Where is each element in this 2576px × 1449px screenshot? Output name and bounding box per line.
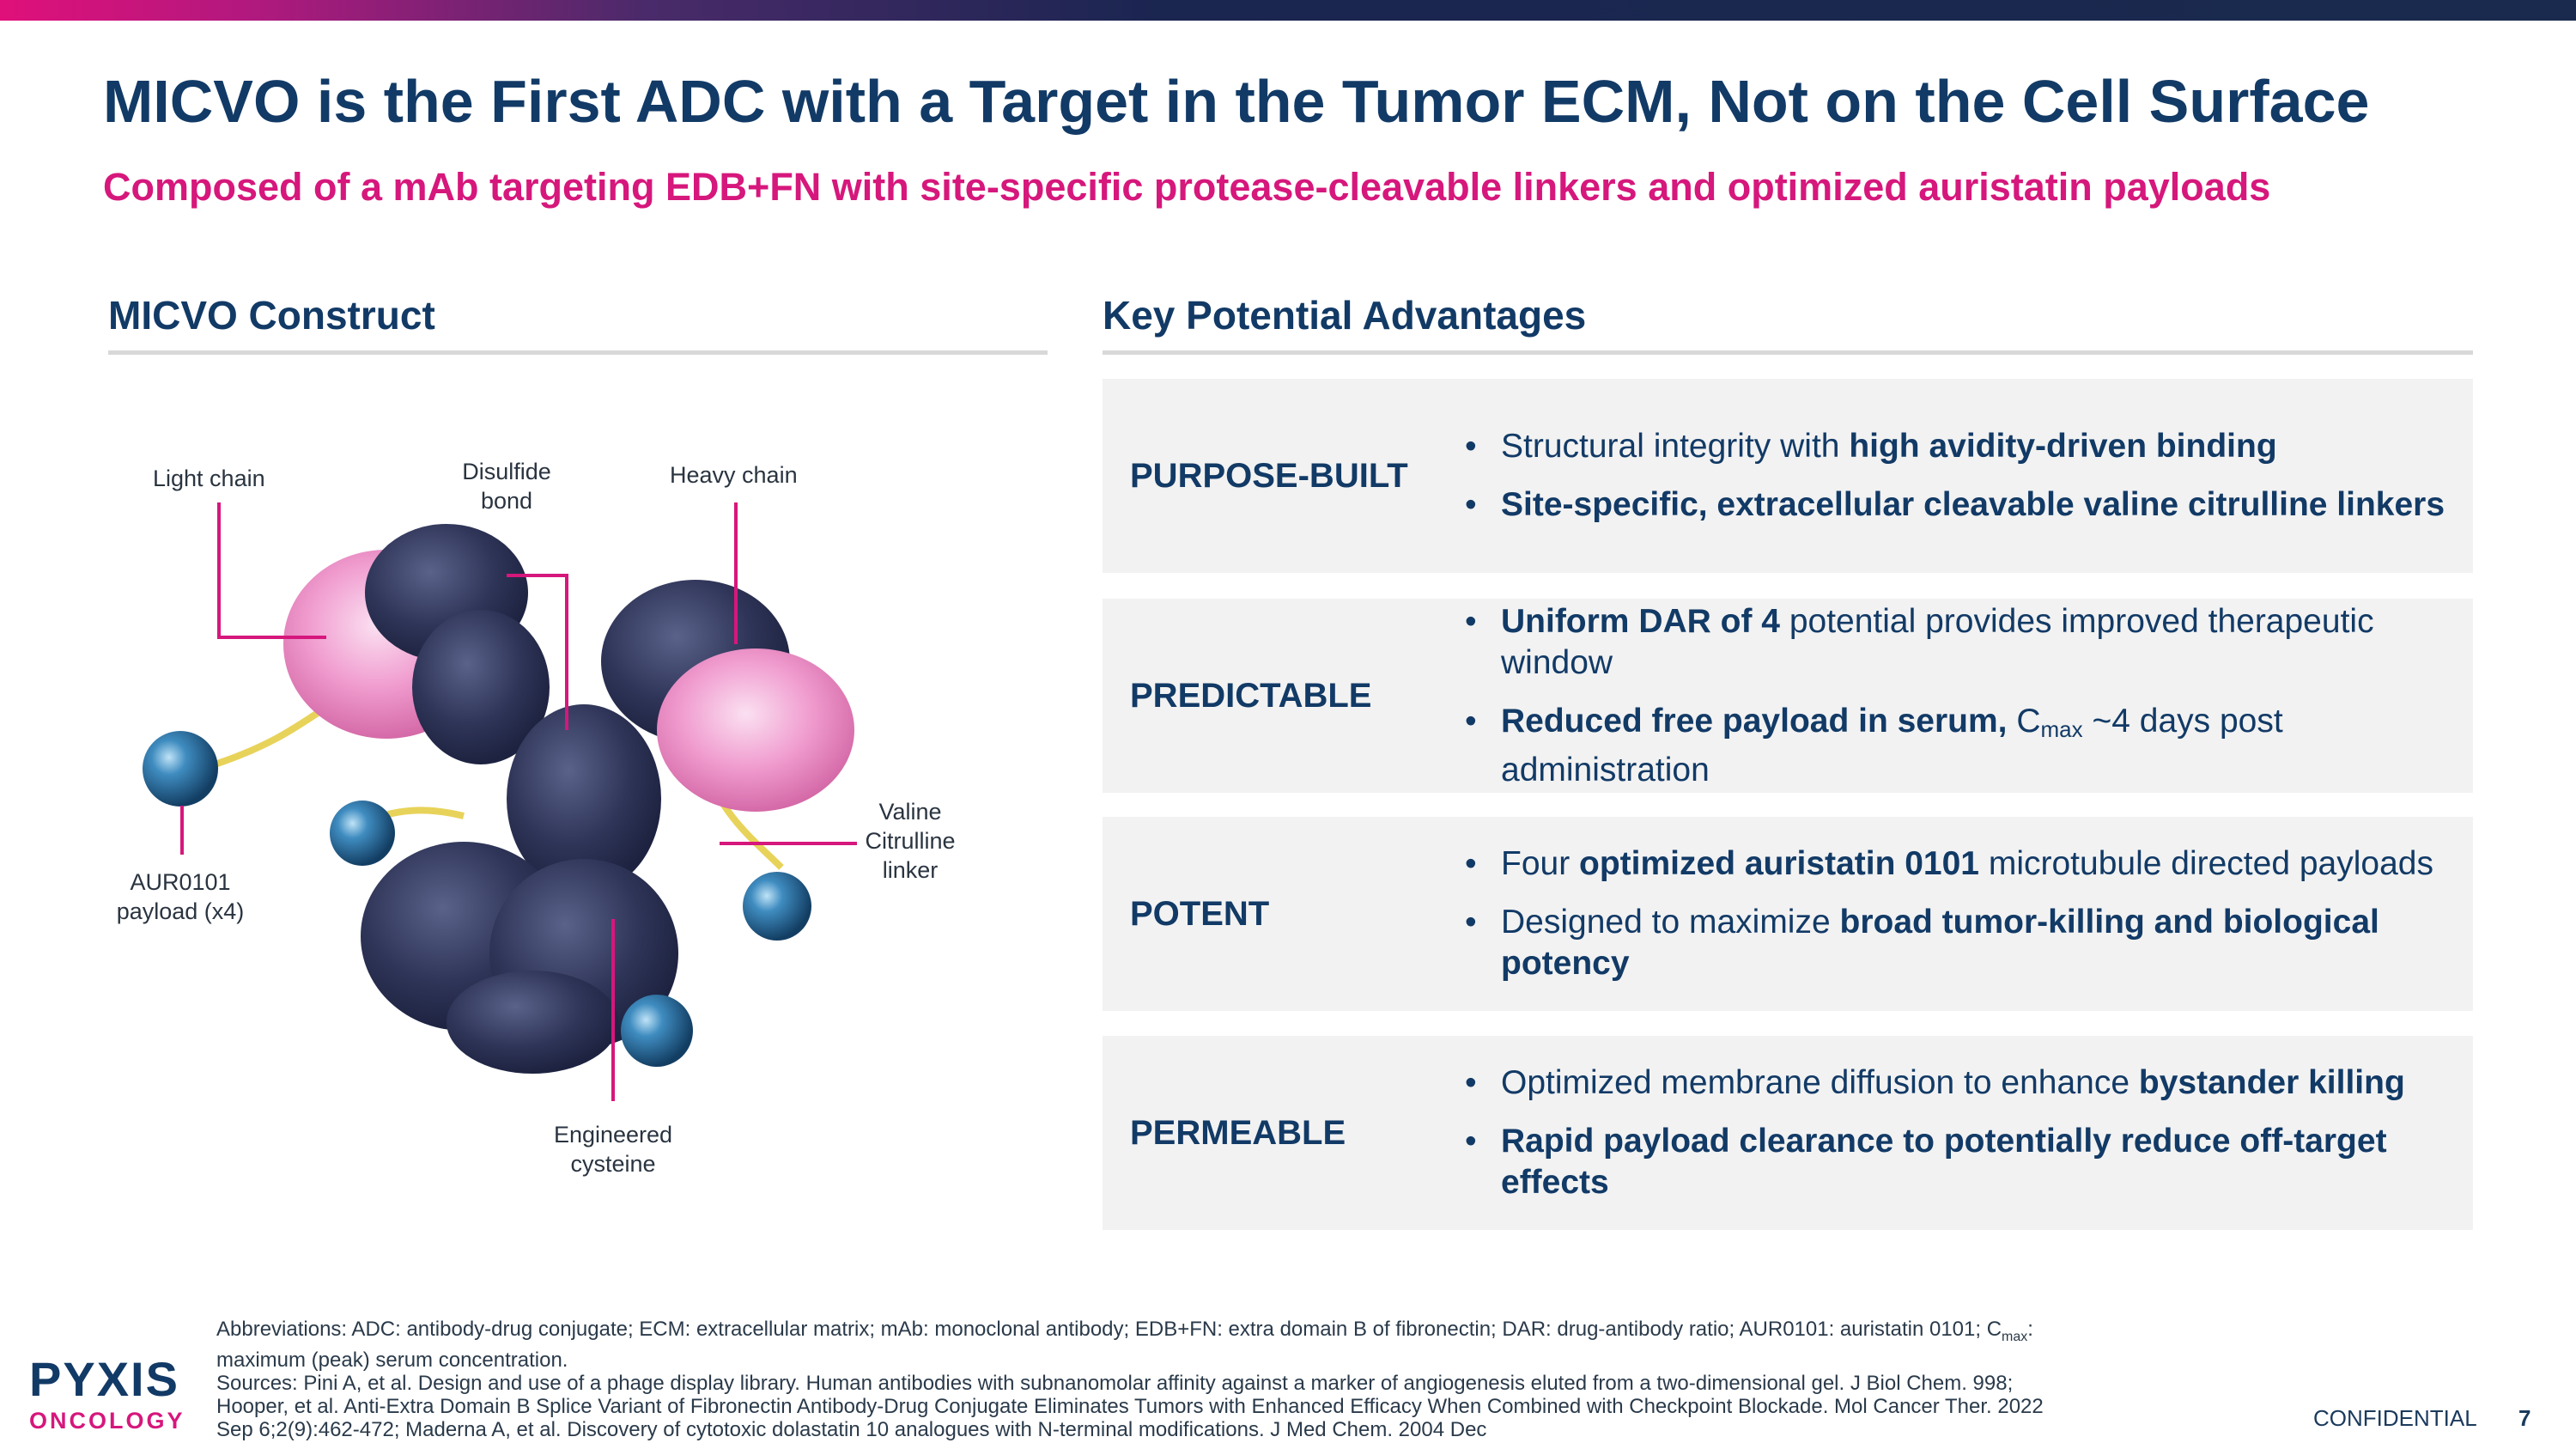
confidential-label: CONFIDENTIAL [2313,1405,2477,1431]
label-light-chain: Light chain [153,466,265,491]
construct-heading: MICVO Construct [108,293,435,338]
advantage-bullets: Four optimized auristatin 0101 microtubu… [1461,817,2456,1011]
logo-wordmark: PYXIS [29,1352,179,1406]
advantage-label: POTENT [1130,894,1270,933]
sources: Sources: Pini A, et al. Design and use o… [216,1371,2044,1441]
advantage-label: PERMEABLE [1130,1113,1346,1152]
label-disulfide-line1: Disulfide [462,459,551,484]
advantage-row-predictable: PREDICTABLE Uniform DAR of 4 potential p… [1103,599,2473,793]
abbreviations: Abbreviations: ADC: antibody-drug conjug… [216,1318,2033,1372]
antibody-illustration [143,502,857,1101]
label-valine-line3: linker [882,857,939,883]
label-valine-line1: Valine [878,799,942,825]
advantage-bullets: Optimized membrane diffusion to enhance … [1461,1036,2456,1230]
payload-ball-3 [743,872,811,941]
advantage-bullet: Designed to maximize broad tumor-killing… [1461,902,2456,984]
advantage-bullet: Reduced free payload in serum, Cmax ~4 d… [1461,701,2456,791]
advantage-bullet: Structural integrity with high avidity-d… [1461,426,2456,467]
payload-ball-1 [143,731,218,807]
advantage-row-permeable: PERMEABLE Optimized membrane diffusion t… [1103,1036,2473,1230]
advantage-row-potent: POTENT Four optimized auristatin 0101 mi… [1103,817,2473,1011]
advantages-heading: Key Potential Advantages [1103,293,1587,338]
label-cysteine-line2: cysteine [570,1151,656,1177]
label-cysteine-line1: Engineered [553,1122,673,1148]
advantage-bullet: Optimized membrane diffusion to enhance … [1461,1062,2456,1104]
logo-subtext: ONCOLOGY [29,1408,185,1434]
advantage-bullets: Structural integrity with high avidity-d… [1461,379,2456,573]
linker-left [213,709,320,768]
top-gradient-bar [0,0,2576,21]
advantage-bullet: Four optimized auristatin 0101 microtubu… [1461,843,2456,885]
label-payload-line1: AUR0101 [130,869,231,895]
advantage-bullet: Site-specific, extracellular cleavable v… [1461,484,2456,526]
advantage-bullets: Uniform DAR of 4 potential provides impr… [1461,599,2456,793]
advantage-label: PURPOSE-BUILT [1130,456,1408,495]
label-disulfide-line2: bond [480,488,533,514]
label-aur0101-payload: AUR0101 payload (x4) [103,868,258,926]
label-payload-line2: payload (x4) [116,898,245,924]
footnotes: Abbreviations: ADC: antibody-drug conjug… [216,1318,2063,1441]
page-number: 7 [2518,1405,2531,1431]
label-disulfide-bond: Disulfide bond [438,457,575,515]
payload-ball-4 [621,995,693,1067]
pyxis-oncology-logo: PYXIS ONCOLOGY [29,1355,184,1434]
light-chain-right [657,648,854,812]
fc-lower [447,971,618,1074]
micvo-construct-diagram: Light chain Disulfide bond Heavy chain V… [103,404,1048,1211]
advantages-divider [1103,350,2473,355]
advantage-row-purpose-built: PURPOSE-BUILT Structural integrity with … [1103,379,2473,573]
advantage-label: PREDICTABLE [1130,676,1372,715]
label-heavy-chain: Heavy chain [670,462,798,488]
callout-disulfide [507,574,568,730]
advantage-bullet: Uniform DAR of 4 potential provides impr… [1461,601,2456,684]
label-engineered-cysteine: Engineered cysteine [536,1120,690,1178]
slide-subtitle: Composed of a mAb targeting EDB+FN with … [103,165,2271,209]
hinge-region [507,704,661,893]
slide-title: MICVO is the First ADC with a Target in … [103,68,2370,135]
advantage-bullet: Rapid payload clearance to potentially r… [1461,1121,2456,1203]
heavy-chain-left-lower [412,610,550,764]
construct-divider [108,350,1048,355]
payload-ball-2 [330,801,395,866]
callout-light-chain [217,502,326,639]
label-valine-citrulline-linker: Valine Citrulline linker [859,797,962,885]
label-valine-line2: Citrulline [865,828,956,854]
